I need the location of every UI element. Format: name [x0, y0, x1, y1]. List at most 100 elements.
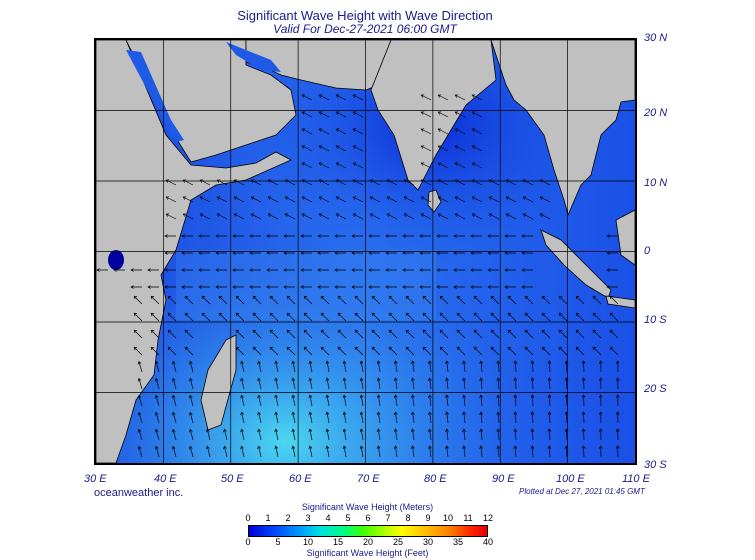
wave-direction-arrow — [215, 285, 227, 289]
wave-direction-arrow — [615, 394, 620, 407]
wave-direction-arrow — [249, 285, 261, 289]
wave-direction-arrow — [521, 268, 533, 272]
wave-direction-arrow — [479, 360, 483, 373]
wave-direction-arrow — [524, 295, 534, 305]
wave-direction-arrow — [564, 360, 569, 373]
wave-direction-arrow — [403, 196, 415, 203]
wave-direction-arrow — [385, 234, 397, 238]
wave-direction-arrow — [439, 295, 449, 305]
wave-direction-arrow — [470, 268, 482, 272]
wave-direction-arrow — [539, 213, 551, 220]
wave-direction-arrow — [445, 428, 449, 441]
wave-direction-arrow — [317, 285, 329, 289]
wave-direction-arrow — [368, 234, 380, 238]
wave-direction-arrow — [223, 445, 228, 458]
wave-direction-arrow — [216, 213, 228, 220]
wave-direction-arrow — [473, 295, 483, 305]
ocean-mid-band — [176, 250, 436, 320]
lat-label-20s: 20 S — [644, 383, 667, 395]
wave-direction-arrow — [269, 312, 279, 322]
wave-direction-arrow — [419, 234, 431, 238]
wave-direction-arrow — [487, 251, 499, 255]
wave-direction-arrow — [266, 268, 278, 272]
wave-direction-arrow — [368, 285, 380, 289]
wave-direction-arrow — [291, 360, 296, 373]
wave-direction-arrow — [547, 411, 552, 424]
wave-direction-arrow — [274, 428, 279, 441]
wave-direction-arrow — [181, 285, 193, 289]
wave-direction-arrow — [199, 213, 211, 220]
wave-direction-arrow — [154, 445, 160, 458]
wave-direction-arrow — [479, 445, 483, 458]
wave-direction-arrow — [291, 445, 296, 458]
wave-direction-arrow — [581, 428, 586, 441]
wave-direction-arrow — [164, 268, 176, 272]
wave-direction-arrow — [410, 394, 415, 407]
wave-direction-arrow — [154, 377, 160, 390]
wave-direction-arrow — [359, 445, 364, 458]
wave-direction-arrow — [453, 234, 465, 238]
wave-direction-arrow — [405, 295, 415, 305]
wave-direction-arrow — [445, 394, 449, 407]
wave-direction-arrow — [403, 179, 415, 186]
wave-direction-arrow — [473, 329, 483, 339]
wave-direction-arrow — [165, 213, 177, 220]
wave-direction-arrow — [303, 312, 313, 322]
wave-direction-arrow — [513, 377, 518, 390]
wave-direction-arrow — [301, 162, 313, 169]
wave-direction-arrow — [505, 196, 517, 203]
wave-direction-arrow — [454, 213, 466, 220]
wave-direction-arrow — [352, 145, 364, 152]
wave-direction-arrow — [164, 234, 176, 238]
wave-direction-arrow — [317, 268, 329, 272]
wave-direction-arrow — [405, 312, 415, 322]
lon-label-100e: 100 E — [556, 473, 585, 485]
wave-direction-arrow — [335, 162, 347, 169]
wave-direction-arrow — [403, 213, 415, 220]
wave-direction-arrow — [470, 251, 482, 255]
wave-direction-arrow — [300, 251, 312, 255]
wave-direction-arrow — [291, 394, 296, 407]
wave-direction-arrow — [318, 196, 330, 203]
legend-feet-tick: 40 — [482, 537, 493, 547]
lon-label-40e: 40 E — [154, 473, 177, 485]
wave-direction-arrow — [558, 346, 568, 356]
wave-direction-arrow — [269, 346, 279, 356]
wave-direction-arrow — [232, 285, 244, 289]
wave-direction-arrow — [581, 377, 586, 390]
wave-direction-arrow — [267, 213, 279, 220]
wave-direction-arrow — [354, 346, 364, 356]
wave-direction-arrow — [437, 196, 449, 203]
legend-feet-tick: 15 — [332, 537, 343, 547]
wave-direction-arrow — [154, 360, 160, 373]
wave-direction-arrow — [359, 394, 364, 407]
wave-direction-arrow — [462, 411, 466, 424]
wave-direction-arrow — [240, 428, 245, 441]
wave-direction-arrow — [420, 213, 432, 220]
wave-direction-arrow — [130, 285, 142, 289]
wave-direction-arrow — [505, 213, 517, 220]
legend-meters-tick: 6 — [365, 513, 371, 523]
wave-direction-arrow — [216, 196, 228, 203]
wave-direction-arrow — [198, 251, 210, 255]
wave-direction-arrow — [354, 295, 364, 305]
legend-meters-title: Significant Wave Height (Meters) — [301, 502, 434, 512]
wave-direction-arrow — [592, 346, 602, 356]
legend-meters-tick: 7 — [385, 513, 391, 523]
wave-direction-arrow — [206, 445, 211, 458]
wave-direction-arrow — [240, 360, 245, 373]
wave-direction-arrow — [233, 213, 245, 220]
legend-meters-tick: 3 — [305, 513, 311, 523]
wave-direction-arrow — [257, 428, 262, 441]
legend-feet-tick: 10 — [302, 537, 313, 547]
lat-label-30n: 30 N — [644, 32, 668, 44]
wave-direction-arrow — [269, 295, 279, 305]
wave-direction-arrow — [308, 394, 313, 407]
wave-direction-arrow — [490, 312, 500, 322]
wave-direction-arrow — [342, 377, 347, 390]
wave-direction-arrow — [188, 360, 194, 373]
wave-direction-arrow — [199, 179, 211, 186]
wave-direction-arrow — [300, 285, 312, 289]
valid-time-subtitle: Valid For Dec-27-2021 06:00 GMT — [273, 22, 457, 36]
wave-direction-arrow — [165, 196, 177, 203]
